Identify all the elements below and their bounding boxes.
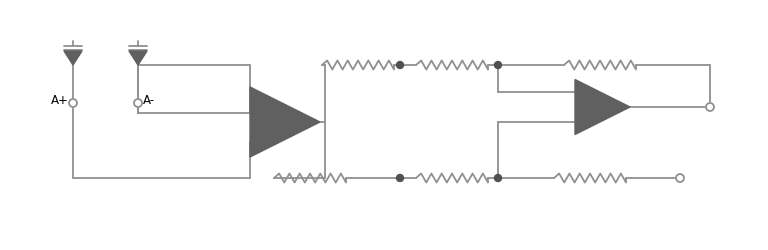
Circle shape [495, 174, 502, 182]
Circle shape [396, 174, 403, 182]
Circle shape [676, 174, 684, 182]
Circle shape [396, 62, 403, 68]
Polygon shape [129, 51, 147, 65]
Text: A-: A- [143, 94, 155, 108]
Circle shape [706, 103, 714, 111]
Text: A+: A+ [51, 94, 69, 108]
Polygon shape [575, 80, 630, 134]
Polygon shape [250, 87, 320, 157]
Circle shape [69, 99, 77, 107]
Circle shape [495, 62, 502, 68]
Polygon shape [64, 51, 82, 65]
Circle shape [134, 99, 142, 107]
